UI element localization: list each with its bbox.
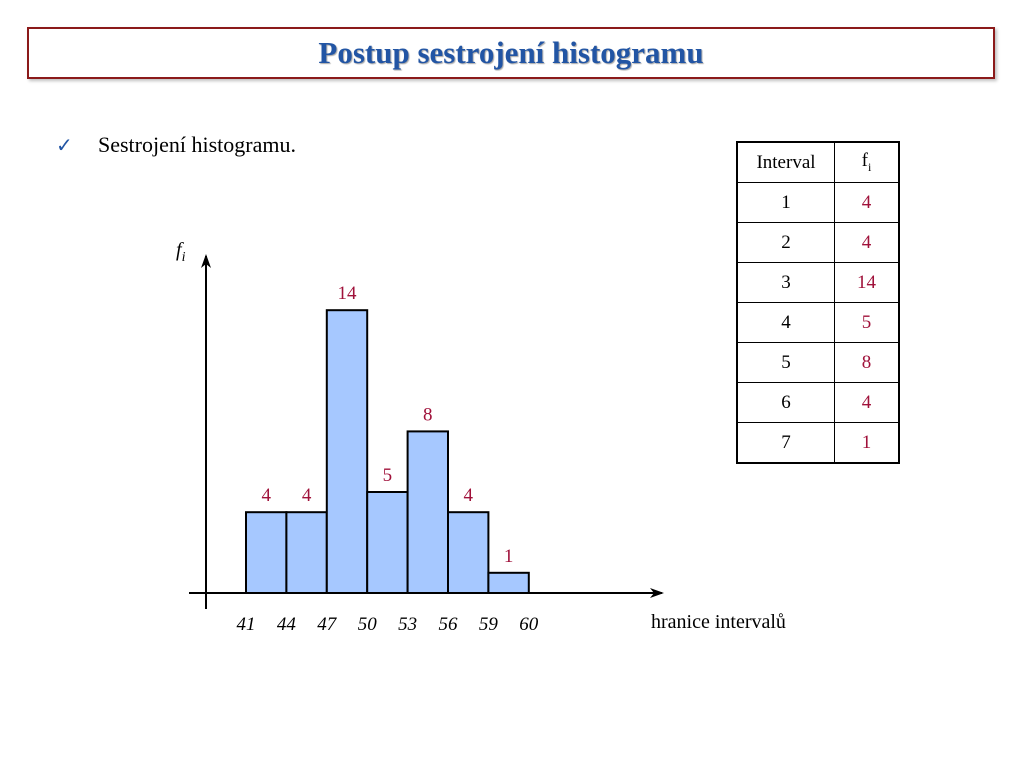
checkmark-icon: ✓ — [56, 133, 73, 157]
table-cell-frequency: 14 — [834, 262, 900, 303]
table-cell-interval: 2 — [736, 222, 835, 263]
table-cell-interval: 1 — [736, 182, 835, 223]
bullet-text: Sestrojení histogramu. — [98, 132, 296, 157]
x-tick-label: 50 — [358, 614, 378, 635]
title-box: Postup sestrojení histogramu — [27, 27, 995, 79]
x-tick-label: 53 — [398, 614, 417, 635]
table-cell-interval: 5 — [736, 342, 835, 383]
header-frequency: fi — [834, 141, 900, 183]
table-cell-frequency: 1 — [834, 422, 900, 464]
bar-value-label: 14 — [338, 283, 358, 304]
x-tick-label: 60 — [519, 614, 539, 635]
x-tick-label: 41 — [237, 614, 256, 635]
bar-value-label: 4 — [302, 485, 312, 506]
histogram-bar — [285, 511, 328, 595]
bar-value-label: 4 — [261, 485, 271, 506]
histogram-bar — [406, 430, 450, 594]
x-tick-label: 47 — [317, 614, 338, 635]
bar-value-label: 5 — [383, 465, 393, 486]
bar-value-label: 4 — [463, 485, 473, 506]
histogram-bar — [245, 511, 288, 595]
table-body: 1 4 2 4 3 14 4 5 5 8 6 4 7 1 — [736, 182, 900, 464]
table-cell-frequency: 8 — [834, 342, 900, 383]
table-cell-interval: 6 — [736, 382, 835, 423]
x-tick-label: 56 — [439, 614, 459, 635]
slide-title: Postup sestrojení histogramu — [318, 35, 704, 70]
bar-value-label: 1 — [504, 546, 514, 567]
header-f: f — [861, 150, 868, 172]
table-cell-interval: 7 — [736, 422, 835, 464]
histogram-bar — [325, 309, 369, 594]
frequency-table: Interval fi 1 4 2 4 3 14 4 5 5 8 6 4 7 1 — [736, 141, 900, 464]
header-f-subscript: i — [867, 159, 872, 174]
x-tick-label: 44 — [277, 614, 297, 635]
histogram-bar — [366, 491, 409, 594]
bar-value-label: 8 — [423, 404, 433, 425]
histogram-bar — [447, 511, 490, 595]
table-cell-interval: 4 — [736, 302, 835, 343]
x-tick-label: 59 — [479, 614, 499, 635]
table-cell-frequency: 4 — [834, 222, 900, 263]
table-cell-frequency: 4 — [834, 382, 900, 423]
histogram-bar — [487, 571, 530, 594]
table-cell-frequency: 4 — [834, 182, 900, 223]
y-axis-label: fi — [176, 239, 186, 265]
x-axis-label: hranice intervalů — [651, 611, 786, 633]
bullet-item: ✓ Sestrojení histogramu. — [56, 132, 296, 158]
